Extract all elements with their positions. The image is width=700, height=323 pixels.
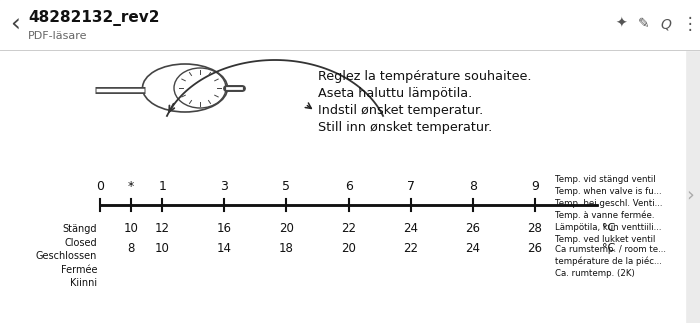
- Text: Lämpötila, kun venttiili...: Lämpötila, kun venttiili...: [555, 223, 662, 232]
- Text: 8: 8: [127, 242, 135, 255]
- Text: Still inn ønsket temperatur.: Still inn ønsket temperatur.: [318, 121, 492, 134]
- Text: 26: 26: [466, 222, 480, 234]
- Text: Indstil ønsket temperatur.: Indstil ønsket temperatur.: [318, 104, 483, 117]
- Text: *: *: [128, 180, 134, 193]
- Text: 22: 22: [403, 242, 418, 255]
- Text: 24: 24: [466, 242, 480, 255]
- Text: Stängd
Closed
Geschlossen
Fermée
Kiinni: Stängd Closed Geschlossen Fermée Kiinni: [36, 224, 97, 288]
- Text: Temp. vid stängd ventil: Temp. vid stängd ventil: [555, 175, 656, 184]
- Text: 12: 12: [155, 222, 169, 234]
- Text: 16: 16: [217, 222, 232, 234]
- Text: Ca. rumtemp. (2K): Ca. rumtemp. (2K): [555, 269, 635, 278]
- Text: 20: 20: [341, 242, 356, 255]
- Text: °C: °C: [602, 243, 615, 253]
- Text: 10: 10: [155, 242, 169, 255]
- Text: 24: 24: [403, 222, 418, 234]
- Text: 20: 20: [279, 222, 294, 234]
- Text: 7: 7: [407, 180, 414, 193]
- Text: Q: Q: [660, 17, 671, 31]
- Text: 18: 18: [279, 242, 294, 255]
- Text: ✎: ✎: [638, 17, 650, 31]
- Text: PDF-läsare: PDF-läsare: [28, 31, 88, 41]
- Text: ›: ›: [686, 185, 694, 204]
- Text: ‹: ‹: [10, 13, 20, 37]
- Text: 9: 9: [531, 180, 539, 193]
- Text: ✦: ✦: [615, 17, 626, 31]
- Bar: [0, 0, 700, 50]
- Text: Reglez la température souhaitee.: Reglez la température souhaitee.: [318, 70, 531, 83]
- Text: 48282132_rev2: 48282132_rev2: [28, 10, 160, 26]
- Text: Temp. à vanne fermée.: Temp. à vanne fermée.: [555, 211, 654, 221]
- Text: 10: 10: [124, 222, 139, 234]
- Text: 8: 8: [469, 180, 477, 193]
- Text: °C: °C: [602, 223, 615, 233]
- Text: 1: 1: [158, 180, 166, 193]
- Text: 6: 6: [344, 180, 353, 193]
- Bar: [0, 50, 685, 323]
- Text: Temp. ved lukket ventil: Temp. ved lukket ventil: [555, 235, 655, 244]
- Text: 5: 5: [282, 180, 290, 193]
- Text: Temp. when valve is fu...: Temp. when valve is fu...: [555, 187, 662, 196]
- Text: 28: 28: [528, 222, 542, 234]
- Text: 3: 3: [220, 180, 228, 193]
- Text: 0: 0: [96, 180, 104, 193]
- Text: Aseta haluttu lämpötila.: Aseta haluttu lämpötila.: [318, 87, 472, 100]
- Text: 22: 22: [341, 222, 356, 234]
- Text: ⋮: ⋮: [682, 15, 699, 33]
- Text: 14: 14: [217, 242, 232, 255]
- Text: Ca rumstemp. / room te...: Ca rumstemp. / room te...: [555, 245, 666, 254]
- Text: 26: 26: [528, 242, 542, 255]
- Text: Temp. bei geschl. Venti...: Temp. bei geschl. Venti...: [555, 199, 662, 208]
- Text: température de la piéc...: température de la piéc...: [555, 257, 662, 266]
